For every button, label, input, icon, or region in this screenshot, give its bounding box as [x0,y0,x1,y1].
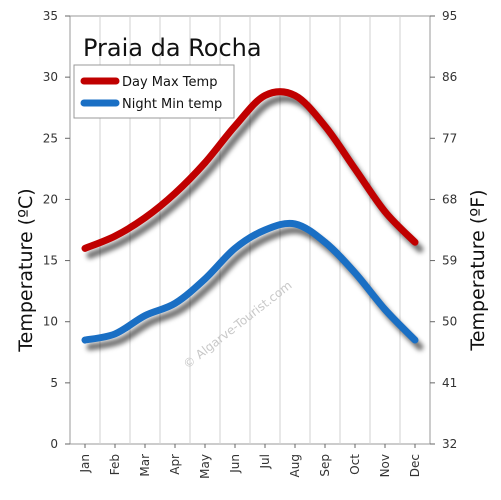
x-tick-label: Feb [108,454,122,475]
y-tick-label: 25 [43,131,58,145]
series-line-day-max-temp [81,88,419,252]
x-tick-label: Oct [348,454,362,475]
y-tick-label: 20 [43,192,58,206]
x-tick-label: Mar [138,454,152,477]
y-tick-label: 5 [50,376,58,390]
chart-title: Praia da Rocha [83,34,262,62]
y-right-tick-label: 32 [442,437,457,451]
y-axis-title-left: Temperature (ºC) [15,188,37,352]
legend-label-day-max: Day Max Temp [122,75,217,90]
series-lines [81,88,419,344]
x-tick-label: Sep [318,454,332,477]
x-tick-label: Dec [408,454,422,477]
x-tick-label: May [198,454,212,479]
y-right-tick-label: 77 [442,131,457,145]
x-tick-label: Jan [78,454,92,474]
x-tick-label: Aug [288,454,302,477]
left-axis-ticks: 0 5 10 15 20 25 30 35 [43,9,70,451]
y-tick-label: 35 [43,9,58,23]
y-right-tick-label: 86 [442,70,457,84]
y-tick-label: 0 [50,437,58,451]
y-tick-label: 30 [43,70,58,84]
legend-box [73,64,235,119]
y-tick-label: 15 [43,254,58,268]
y-right-tick-label: 68 [442,192,457,206]
x-tick-label: Apr [168,454,182,475]
y-tick-label: 10 [43,315,58,329]
y-right-tick-label: 41 [442,376,457,390]
y-axis-title-right: Temperature (ºF) [467,189,489,351]
series-line-night-min-temp [81,219,419,344]
y-right-tick-label: 95 [442,9,457,23]
y-right-tick-label: 50 [442,315,457,329]
right-axis-ticks: 32 41 50 59 68 77 86 95 [430,9,457,451]
legend: Day Max Temp Night Min temp [73,64,235,119]
x-tick-label: Jul [258,454,272,469]
x-axis-ticks: Jan Feb Mar Apr May Jun Jul Aug Sep Oct Nov Dec [78,444,422,479]
legend-label-night-min: Night Min temp [122,97,222,112]
x-tick-label: Nov [378,454,392,477]
x-tick-label: Jun [228,454,242,474]
y-right-tick-label: 59 [442,254,457,268]
